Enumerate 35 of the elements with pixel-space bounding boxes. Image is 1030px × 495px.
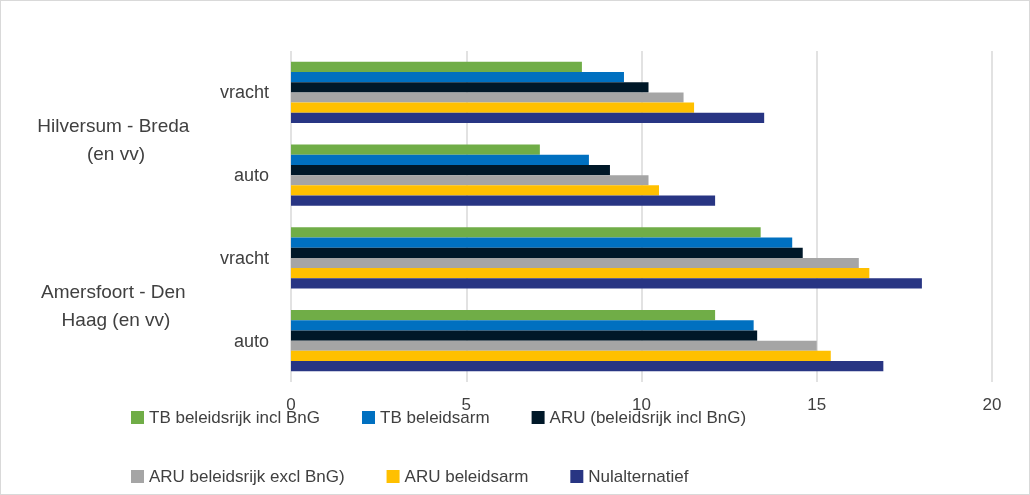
bar (291, 320, 754, 331)
bar (291, 268, 870, 279)
bar (291, 175, 649, 186)
legend-label: ARU beleidsarm (404, 467, 529, 486)
x-tick-label: 15 (807, 395, 827, 414)
text: Amersfoort - Den Haag (en vv) (41, 280, 191, 330)
bar (291, 154, 589, 165)
y-tick-label: auto (233, 165, 269, 186)
bar (291, 102, 695, 113)
bar (291, 71, 624, 83)
legend-label: ARU beleidsrijk excl BnG) (149, 467, 345, 486)
y-tick-label: auto (233, 330, 269, 351)
bar (291, 185, 660, 196)
x-tick-label: 20 (982, 395, 1002, 414)
bar (291, 92, 684, 103)
bar (291, 310, 716, 321)
bar (291, 361, 884, 372)
bar (291, 82, 649, 93)
bar (291, 227, 761, 238)
legend-label: Nulalternatief (588, 467, 689, 486)
bar (291, 350, 831, 362)
bar (291, 144, 540, 155)
bar (291, 61, 582, 72)
bar (291, 257, 859, 269)
bar (291, 195, 716, 206)
y-tick-label: vracht (219, 247, 269, 268)
y-tick-label: vracht (219, 82, 269, 103)
bar (291, 247, 803, 258)
bar (291, 237, 793, 248)
bar (291, 164, 610, 176)
bar (291, 330, 758, 341)
bar (291, 112, 765, 123)
text: Hilversum - Breda (en vv) (37, 115, 195, 165)
bar (291, 278, 922, 289)
bar (291, 340, 817, 351)
